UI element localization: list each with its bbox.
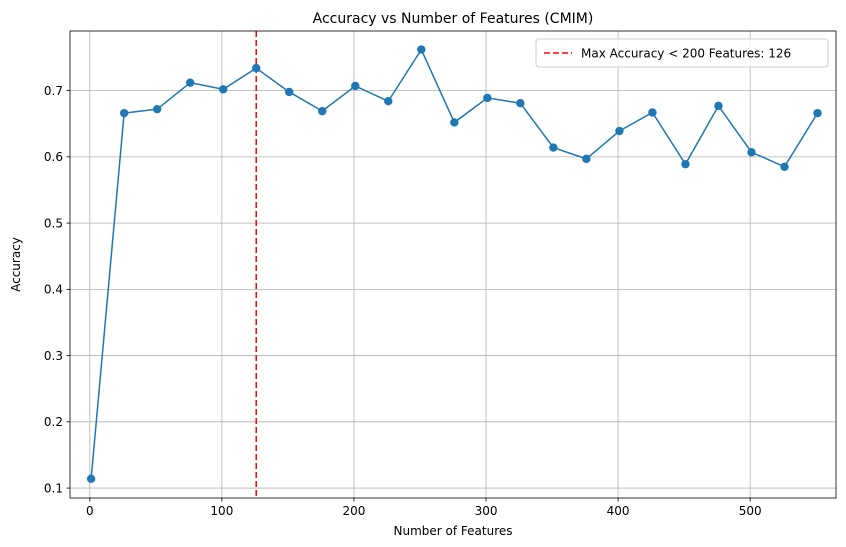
x-tick-label: 200 bbox=[342, 504, 365, 518]
x-tick-label: 100 bbox=[210, 504, 233, 518]
data-point bbox=[219, 85, 228, 94]
x-tick-label: 0 bbox=[86, 504, 94, 518]
series-line bbox=[86, 45, 822, 483]
x-axis-label: Number of Features bbox=[394, 524, 513, 538]
data-point bbox=[549, 143, 558, 152]
data-point bbox=[351, 81, 360, 91]
legend: Max Accuracy < 200 Features: 126 bbox=[535, 38, 829, 68]
data-point bbox=[648, 108, 657, 117]
data-point bbox=[384, 97, 393, 106]
y-tick-label: 0.2 bbox=[44, 415, 63, 429]
data-point bbox=[285, 87, 294, 97]
data-point bbox=[714, 101, 723, 111]
data-point bbox=[681, 159, 690, 169]
data-point bbox=[615, 126, 624, 136]
data-point bbox=[780, 162, 789, 171]
y-tick-label: 0.4 bbox=[44, 283, 63, 297]
grid-lines bbox=[70, 31, 836, 498]
plot-area bbox=[70, 31, 836, 498]
data-point bbox=[747, 148, 756, 157]
data-point bbox=[152, 104, 162, 114]
data-point bbox=[252, 63, 261, 73]
data-point bbox=[185, 78, 195, 87]
y-tick-label: 0.7 bbox=[44, 84, 63, 98]
data-point bbox=[813, 108, 822, 118]
data-point bbox=[516, 99, 525, 108]
data-point bbox=[318, 106, 327, 116]
y-axis-label: Accuracy bbox=[9, 237, 23, 292]
legend-entry-label: Max Accuracy < 200 Features: 126 bbox=[581, 47, 791, 61]
data-point bbox=[417, 45, 426, 54]
data-point bbox=[483, 93, 492, 103]
y-tick-label: 0.5 bbox=[44, 216, 63, 230]
data-point bbox=[119, 108, 129, 118]
x-tick-label: 300 bbox=[475, 504, 498, 518]
y-tick-label: 0.1 bbox=[44, 481, 63, 495]
data-point bbox=[450, 118, 459, 127]
chart-title: Accuracy vs Number of Features (CMIM) bbox=[313, 11, 594, 27]
y-tick-label: 0.6 bbox=[44, 150, 63, 164]
data-point bbox=[582, 154, 591, 164]
x-axis-ticks: 0 100 200 300 400 500 bbox=[86, 498, 762, 518]
x-tick-label: 400 bbox=[607, 504, 630, 518]
legend-box bbox=[535, 38, 829, 68]
data-point bbox=[86, 474, 96, 483]
x-tick-label: 500 bbox=[739, 504, 762, 518]
y-tick-label: 0.3 bbox=[44, 349, 63, 363]
y-axis-ticks: 0.1 0.2 0.3 0.4 0.5 0.6 0.7 bbox=[44, 84, 70, 495]
plot-frame bbox=[69, 30, 837, 499]
